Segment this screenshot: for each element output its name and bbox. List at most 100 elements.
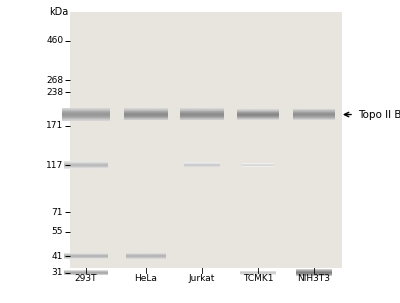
Bar [64,258,108,259]
Point [139,13,145,18]
Point [264,142,270,147]
Point [146,139,153,144]
Point [260,96,267,101]
Point [212,182,219,187]
Point [107,191,113,196]
Bar [64,255,108,256]
Point [161,168,168,173]
Point [236,133,243,138]
Point [155,76,161,81]
Point [194,72,200,77]
Point [118,145,124,149]
Point [158,32,164,36]
Point [133,58,139,63]
Point [126,225,132,230]
Point [144,21,150,26]
Point [118,129,124,134]
Point [192,225,198,230]
Point [111,227,117,232]
Point [254,51,261,56]
Point [267,259,274,264]
Point [90,78,96,83]
Point [156,64,163,69]
Point [123,83,130,88]
Point [303,27,310,32]
Point [200,51,207,55]
Point [332,265,338,270]
Bar [64,166,108,167]
Point [228,209,234,214]
Point [285,115,291,120]
Point [143,240,150,245]
Point [236,167,242,172]
Point [189,40,195,45]
Point [332,220,338,225]
Point [160,165,166,169]
Point [271,218,278,223]
Point [308,81,315,86]
Point [206,116,213,121]
Point [136,253,143,258]
Point [247,82,253,86]
Point [244,179,250,184]
Point [275,21,282,25]
Point [186,204,192,208]
Point [159,201,165,205]
Point [253,86,259,91]
Point [81,30,88,35]
Point [106,208,113,213]
Point [313,27,319,32]
Point [98,116,104,121]
Point [230,35,237,40]
Point [94,13,100,18]
Point [165,78,171,83]
Point [198,264,204,269]
Point [236,49,242,54]
Point [305,183,311,188]
Point [265,231,272,236]
Point [243,72,249,77]
Bar [184,164,220,165]
Point [78,26,84,31]
Point [104,37,110,42]
Point [112,201,118,206]
Point [302,33,308,38]
Point [290,179,296,184]
Point [295,173,301,178]
Point [93,134,100,139]
Point [150,115,157,119]
Point [198,243,204,248]
Point [144,43,151,48]
Point [266,176,272,181]
Point [315,61,321,65]
Point [106,81,112,86]
Point [164,92,171,96]
Point [69,129,76,134]
Point [123,66,130,71]
Point [132,160,138,165]
Point [204,124,211,128]
Point [281,105,288,110]
Point [73,146,80,151]
Point [209,72,215,76]
Point [240,195,246,200]
Point [110,183,116,188]
Point [121,190,127,195]
Point [204,155,211,159]
Point [310,21,317,26]
Point [293,218,299,222]
Point [160,188,167,193]
Point [216,51,222,56]
Point [232,90,238,95]
Point [244,152,250,157]
Point [102,33,108,38]
Point [332,130,338,135]
Point [279,227,285,232]
Point [232,74,239,79]
Point [83,44,89,48]
Point [91,154,97,159]
Point [173,234,179,239]
Point [144,22,150,26]
Point [329,243,336,248]
Point [173,182,179,187]
